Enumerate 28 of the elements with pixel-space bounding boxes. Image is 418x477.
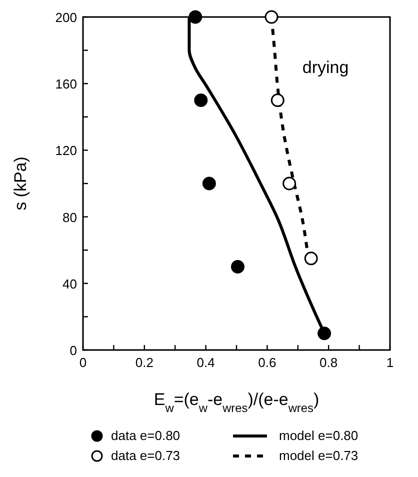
y-tick-label: 120 — [55, 143, 77, 158]
text: E$_{w}$=(e$_{w}$-e$_{wres}$)/(e-e$_{wres}$) — [154, 390, 320, 415]
legend-label: model e=0.80 — [279, 428, 358, 443]
y-tick-label: 200 — [55, 10, 77, 25]
point — [304, 252, 318, 266]
legend-label: data e=0.80 — [111, 428, 180, 443]
point — [270, 94, 284, 107]
x-tick-label: 0.8 — [320, 355, 338, 370]
x-tick-label: 0.2 — [135, 355, 154, 370]
y-tick-label: 80 — [62, 210, 77, 225]
point — [188, 10, 202, 24]
annotation: drying — [302, 58, 349, 77]
point — [230, 260, 244, 274]
legend-label: model e=0.73 — [279, 448, 358, 463]
point — [282, 176, 296, 190]
legend-label: data e=0.73 — [111, 448, 180, 463]
point — [202, 176, 216, 190]
x-tick-label: 0.6 — [258, 355, 276, 370]
y-tick-label: 160 — [55, 76, 77, 92]
point — [194, 94, 208, 107]
point — [318, 326, 332, 340]
y-axis-title: s (kPa) — [11, 156, 30, 210]
y-tick-label: 40 — [62, 276, 77, 292]
x-tick-label: 0 — [79, 355, 87, 370]
x-tick-label: 1 — [386, 355, 394, 370]
y-tick-label: 0 — [70, 343, 77, 358]
x-tick-label: 0.4 — [196, 355, 215, 370]
point — [264, 10, 278, 24]
